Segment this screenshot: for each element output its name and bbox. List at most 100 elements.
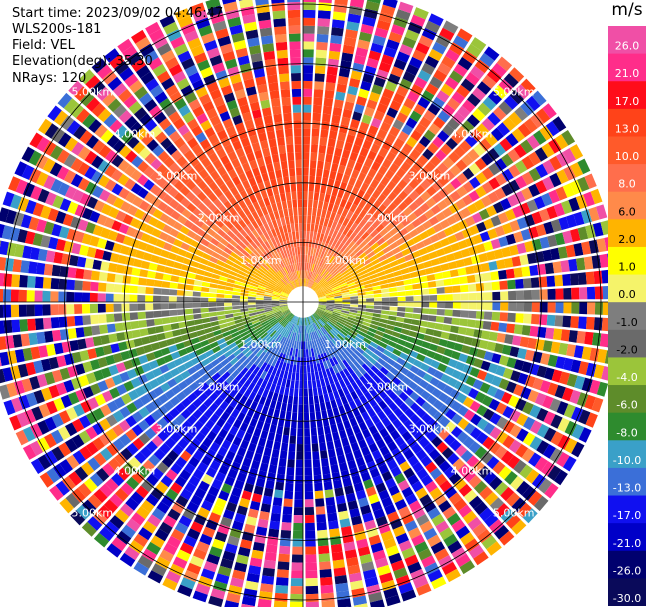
velocity-gate (325, 293, 334, 297)
velocity-gate (264, 308, 273, 313)
velocity-gate (247, 382, 256, 391)
velocity-gate (251, 549, 264, 560)
velocity-gate (371, 189, 381, 200)
colorbar-tick-label: 21.0 (615, 67, 640, 80)
velocity-gate (593, 270, 603, 284)
velocity-gate (340, 351, 348, 360)
velocity-gate (144, 119, 158, 132)
velocity-gate (9, 415, 22, 431)
velocity-gate (184, 481, 197, 494)
velocity-gate (305, 562, 318, 571)
velocity-gate (405, 302, 414, 307)
velocity-gate (67, 328, 77, 340)
velocity-gate (226, 321, 236, 327)
velocity-gate (428, 343, 439, 352)
velocity-gate (149, 171, 161, 183)
velocity-gate (264, 180, 272, 190)
velocity-gate (291, 412, 298, 421)
velocity-gate (394, 251, 404, 260)
velocity-gate (173, 221, 184, 231)
velocity-gate (403, 97, 416, 110)
velocity-gate (177, 364, 187, 374)
velocity-gate (235, 47, 249, 58)
velocity-gate (267, 221, 274, 230)
velocity-gate (343, 420, 352, 430)
velocity-gate (326, 295, 335, 299)
velocity-gate (168, 130, 181, 143)
velocity-gate (354, 336, 363, 344)
velocity-gate (327, 138, 336, 148)
velocity-gate (307, 215, 312, 224)
velocity-gate (268, 171, 276, 180)
velocity-gate (589, 379, 601, 395)
velocity-gate (61, 253, 71, 265)
velocity-gate (260, 234, 267, 243)
velocity-gate (14, 161, 28, 177)
velocity-gate (255, 403, 264, 413)
velocity-gate (215, 69, 228, 81)
velocity-gate (165, 488, 179, 501)
colorbar-swatch (608, 412, 646, 441)
velocity-gate (310, 280, 315, 289)
velocity-gate (123, 330, 134, 340)
velocity-gate (228, 342, 237, 350)
velocity-gate (515, 443, 529, 458)
velocity-gate (378, 322, 387, 329)
velocity-gate (117, 159, 130, 172)
velocity-gate (288, 339, 293, 348)
velocity-gate (299, 230, 303, 239)
velocity-gate (569, 144, 584, 160)
velocity-gate (285, 363, 290, 372)
velocity-gate (480, 262, 490, 272)
velocity-gate (344, 166, 353, 177)
velocity-gate (267, 230, 274, 239)
velocity-gate (246, 270, 255, 277)
velocity-gate (59, 367, 71, 381)
velocity-gate (421, 27, 437, 41)
velocity-gate (391, 331, 401, 338)
velocity-gate (561, 130, 576, 146)
velocity-gate (276, 177, 284, 187)
velocity-gate (188, 475, 201, 487)
velocity-gate (89, 235, 100, 247)
velocity-gate (563, 165, 576, 181)
velocity-gate (184, 376, 195, 386)
velocity-gate (308, 183, 315, 192)
velocity-gate (293, 255, 297, 264)
colorbar-tick-label: 6.0 (618, 205, 636, 218)
velocity-gate (290, 223, 295, 232)
velocity-gate (596, 381, 608, 397)
velocity-gate (159, 98, 173, 111)
velocity-gate (455, 159, 468, 172)
velocity-gate (324, 489, 334, 499)
velocity-gate (478, 252, 488, 263)
velocity-gate (351, 144, 361, 154)
velocity-gate (257, 386, 265, 396)
velocity-gate (180, 84, 194, 97)
velocity-gate (392, 119, 404, 131)
velocity-gate (410, 14, 426, 27)
velocity-gate (217, 354, 227, 363)
velocity-gate (188, 381, 199, 392)
velocity-gate (156, 163, 168, 176)
velocity-gate (260, 278, 269, 285)
velocity-gate (303, 380, 308, 389)
velocity-gate (317, 426, 324, 436)
velocity-gate (99, 483, 114, 498)
velocity-gate (216, 311, 225, 316)
velocity-gate (324, 310, 333, 315)
velocity-gate (51, 369, 63, 383)
velocity-gate (184, 303, 193, 309)
velocity-gate (238, 200, 247, 210)
velocity-gate (87, 494, 102, 509)
velocity-gate (462, 99, 476, 113)
velocity-gate (43, 263, 53, 276)
range-ring-label: 5.00km (493, 507, 535, 520)
velocity-gate (529, 325, 539, 337)
velocity-gate (232, 248, 242, 256)
velocity-gate (225, 282, 235, 288)
velocity-gate (191, 196, 202, 207)
velocity-gate (254, 323, 262, 330)
velocity-gate (387, 340, 397, 348)
velocity-gate (430, 541, 446, 555)
